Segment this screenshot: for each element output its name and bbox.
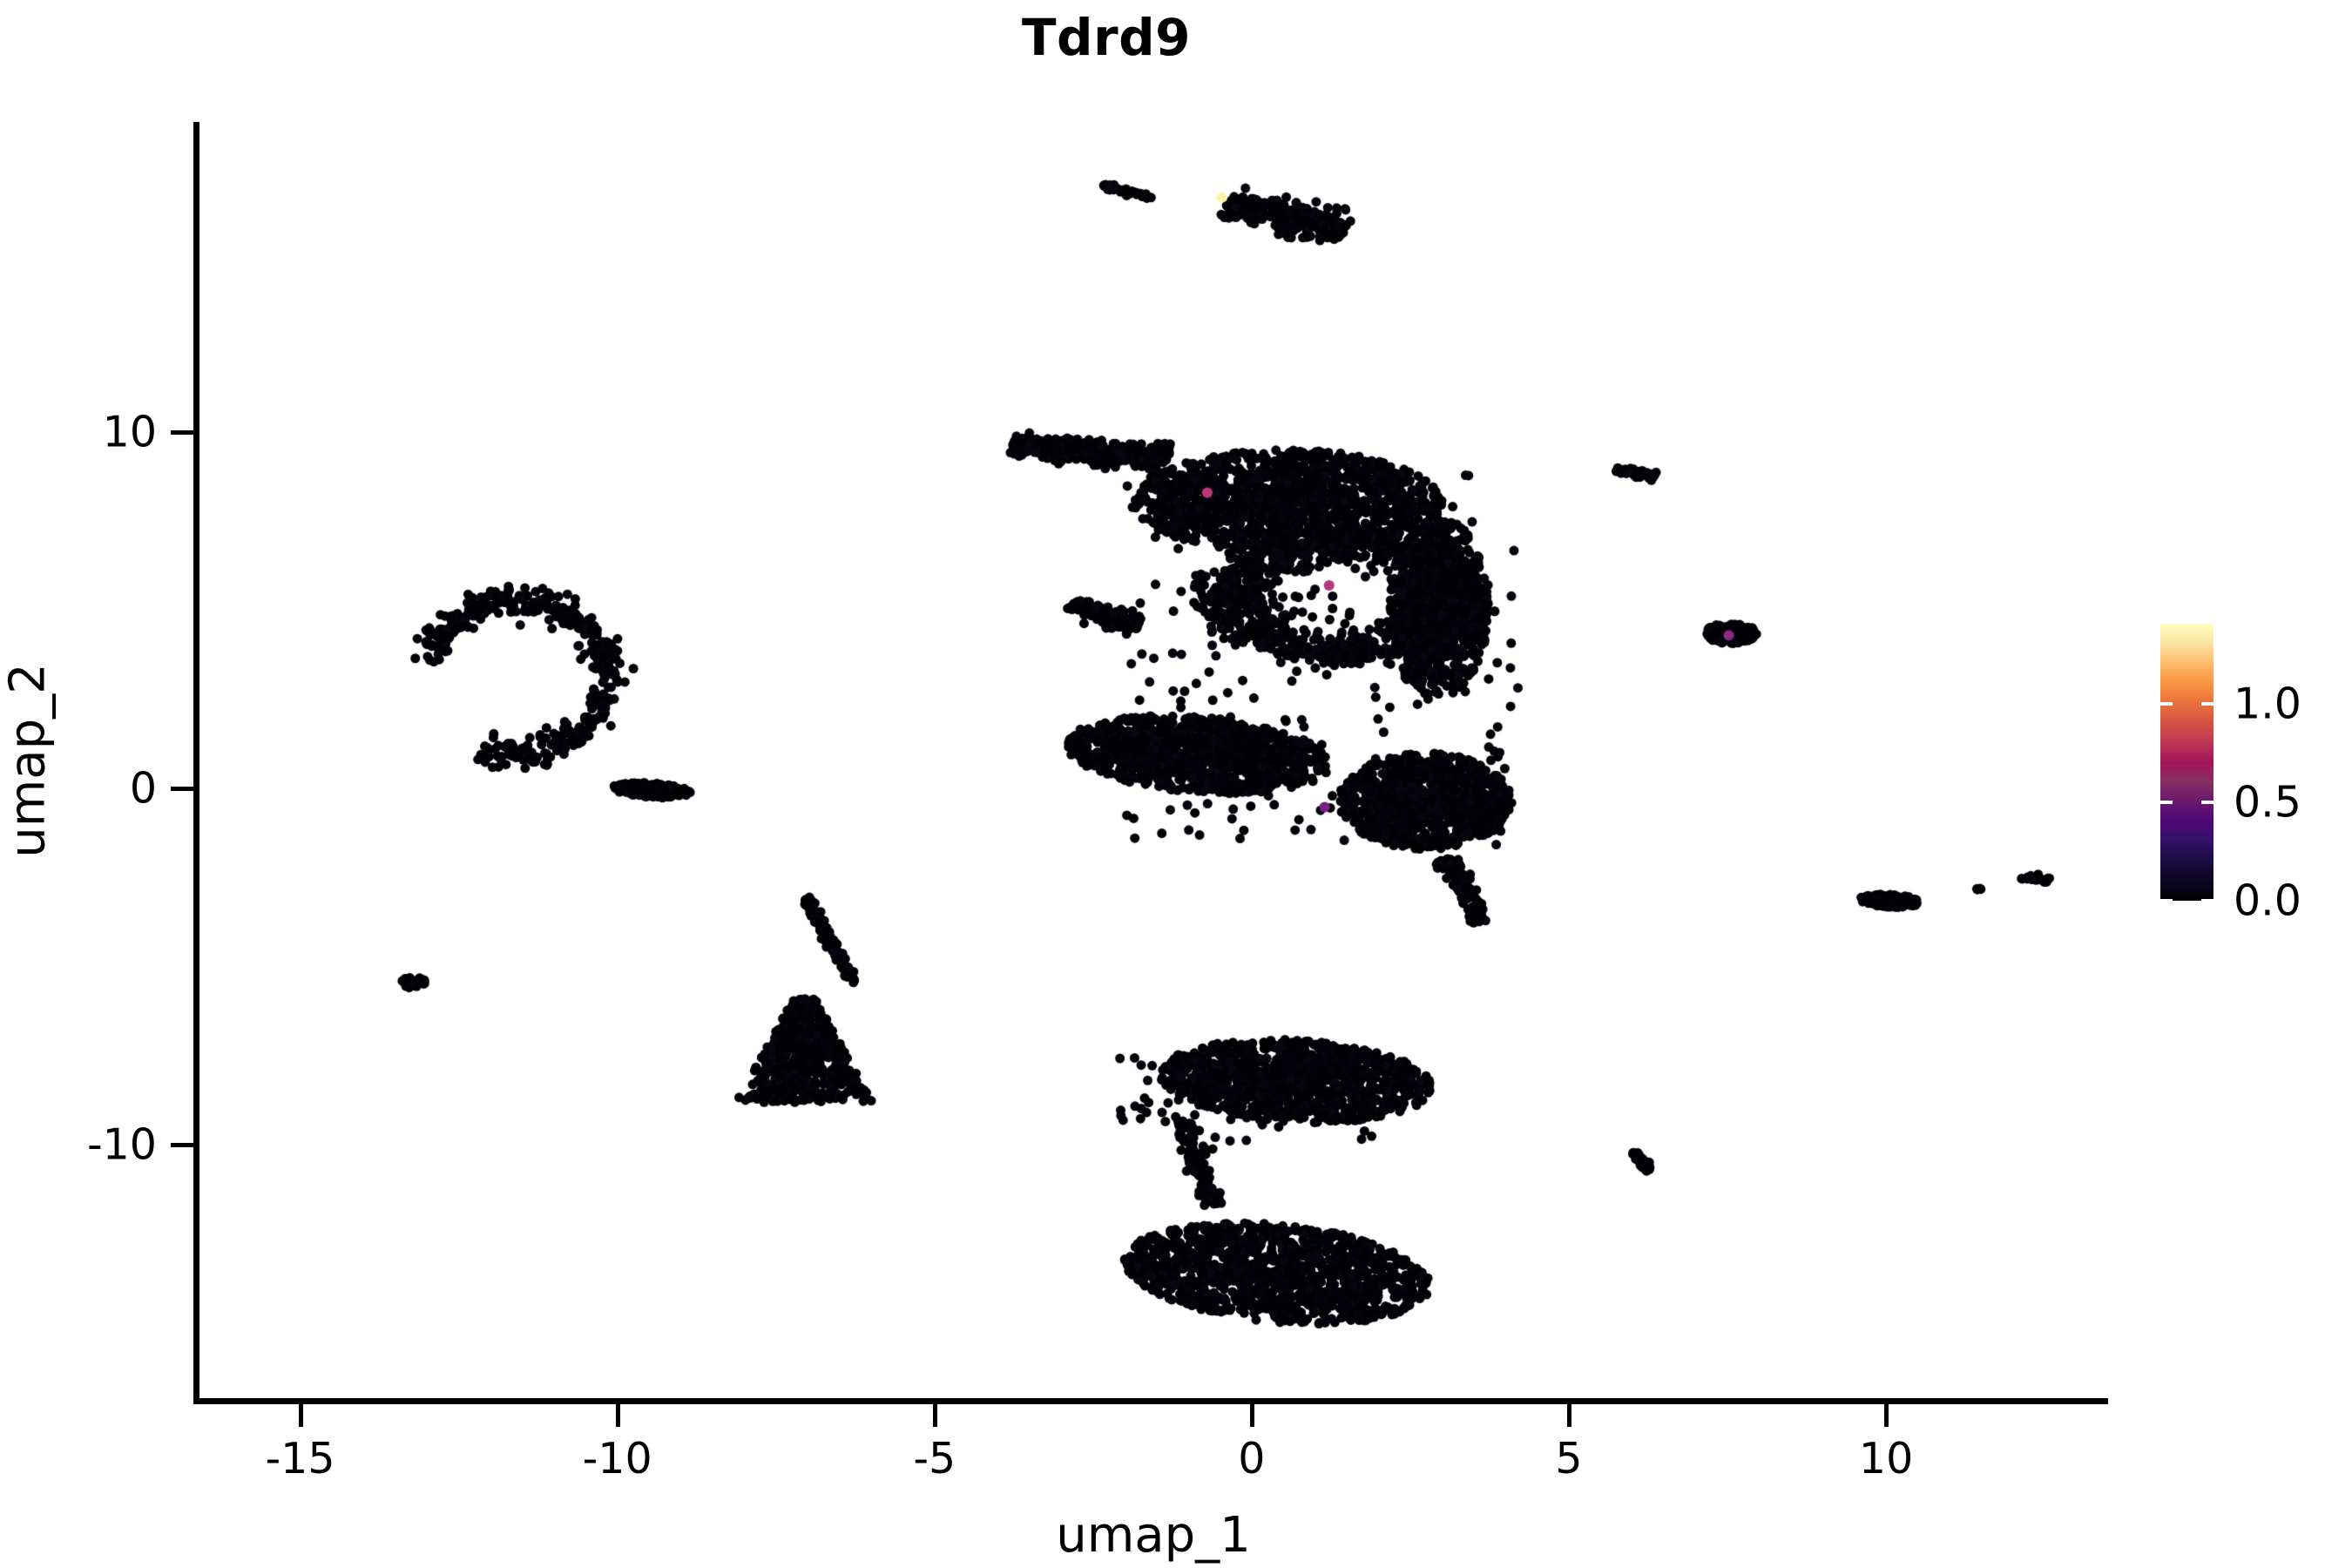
colorbar-tick-mark bbox=[2201, 899, 2213, 902]
x-axis-spine bbox=[193, 1398, 2108, 1404]
y-tick-label: -10 bbox=[86, 1119, 157, 1170]
colorbar-tick-mark bbox=[2201, 702, 2213, 706]
x-tick-mark bbox=[1884, 1404, 1889, 1427]
x-tick-mark bbox=[615, 1404, 620, 1427]
colorbar-tick-mark bbox=[2160, 702, 2173, 706]
colorbar-gradient bbox=[2160, 624, 2213, 901]
y-tick-label: 10 bbox=[102, 407, 157, 457]
y-axis-spine bbox=[193, 122, 199, 1403]
y-tick-mark bbox=[171, 787, 194, 792]
plot-axes: -15 -10 -5 0 5 10 10 0 -10 umap_1 umap_2 bbox=[0, 122, 2108, 1564]
scatter-points-layer bbox=[199, 122, 2108, 1398]
x-axis-label: umap_1 bbox=[1056, 1507, 1251, 1564]
page-title: Tdrd9 bbox=[1021, 8, 1192, 67]
y-tick-mark bbox=[171, 430, 194, 436]
x-tick-label: -5 bbox=[913, 1434, 956, 1484]
colorbar-tick-label: 1.0 bbox=[2234, 679, 2301, 729]
x-tick-label: -15 bbox=[265, 1434, 335, 1484]
x-tick-label: 10 bbox=[1858, 1434, 1914, 1484]
colorbar-tick-label: 0.0 bbox=[2234, 875, 2301, 926]
y-tick-mark bbox=[171, 1143, 194, 1148]
colorbar: 0.0 0.5 1.0 bbox=[2160, 624, 2335, 926]
x-tick-label: 5 bbox=[1555, 1434, 1583, 1484]
colorbar-tick-mark bbox=[2160, 899, 2173, 902]
x-tick-label: 0 bbox=[1238, 1434, 1266, 1484]
x-tick-mark bbox=[1566, 1404, 1571, 1427]
colorbar-tick-mark bbox=[2201, 801, 2213, 805]
x-tick-label: -10 bbox=[582, 1434, 652, 1484]
x-tick-mark bbox=[1249, 1404, 1254, 1427]
scatter-plot-area bbox=[199, 122, 2108, 1398]
y-axis-label: umap_2 bbox=[0, 662, 57, 858]
x-tick-mark bbox=[298, 1404, 303, 1427]
x-tick-mark bbox=[932, 1404, 937, 1427]
colorbar-tick-mark bbox=[2160, 801, 2173, 805]
y-tick-label: 0 bbox=[129, 763, 157, 814]
colorbar-tick-label: 0.5 bbox=[2234, 777, 2301, 828]
